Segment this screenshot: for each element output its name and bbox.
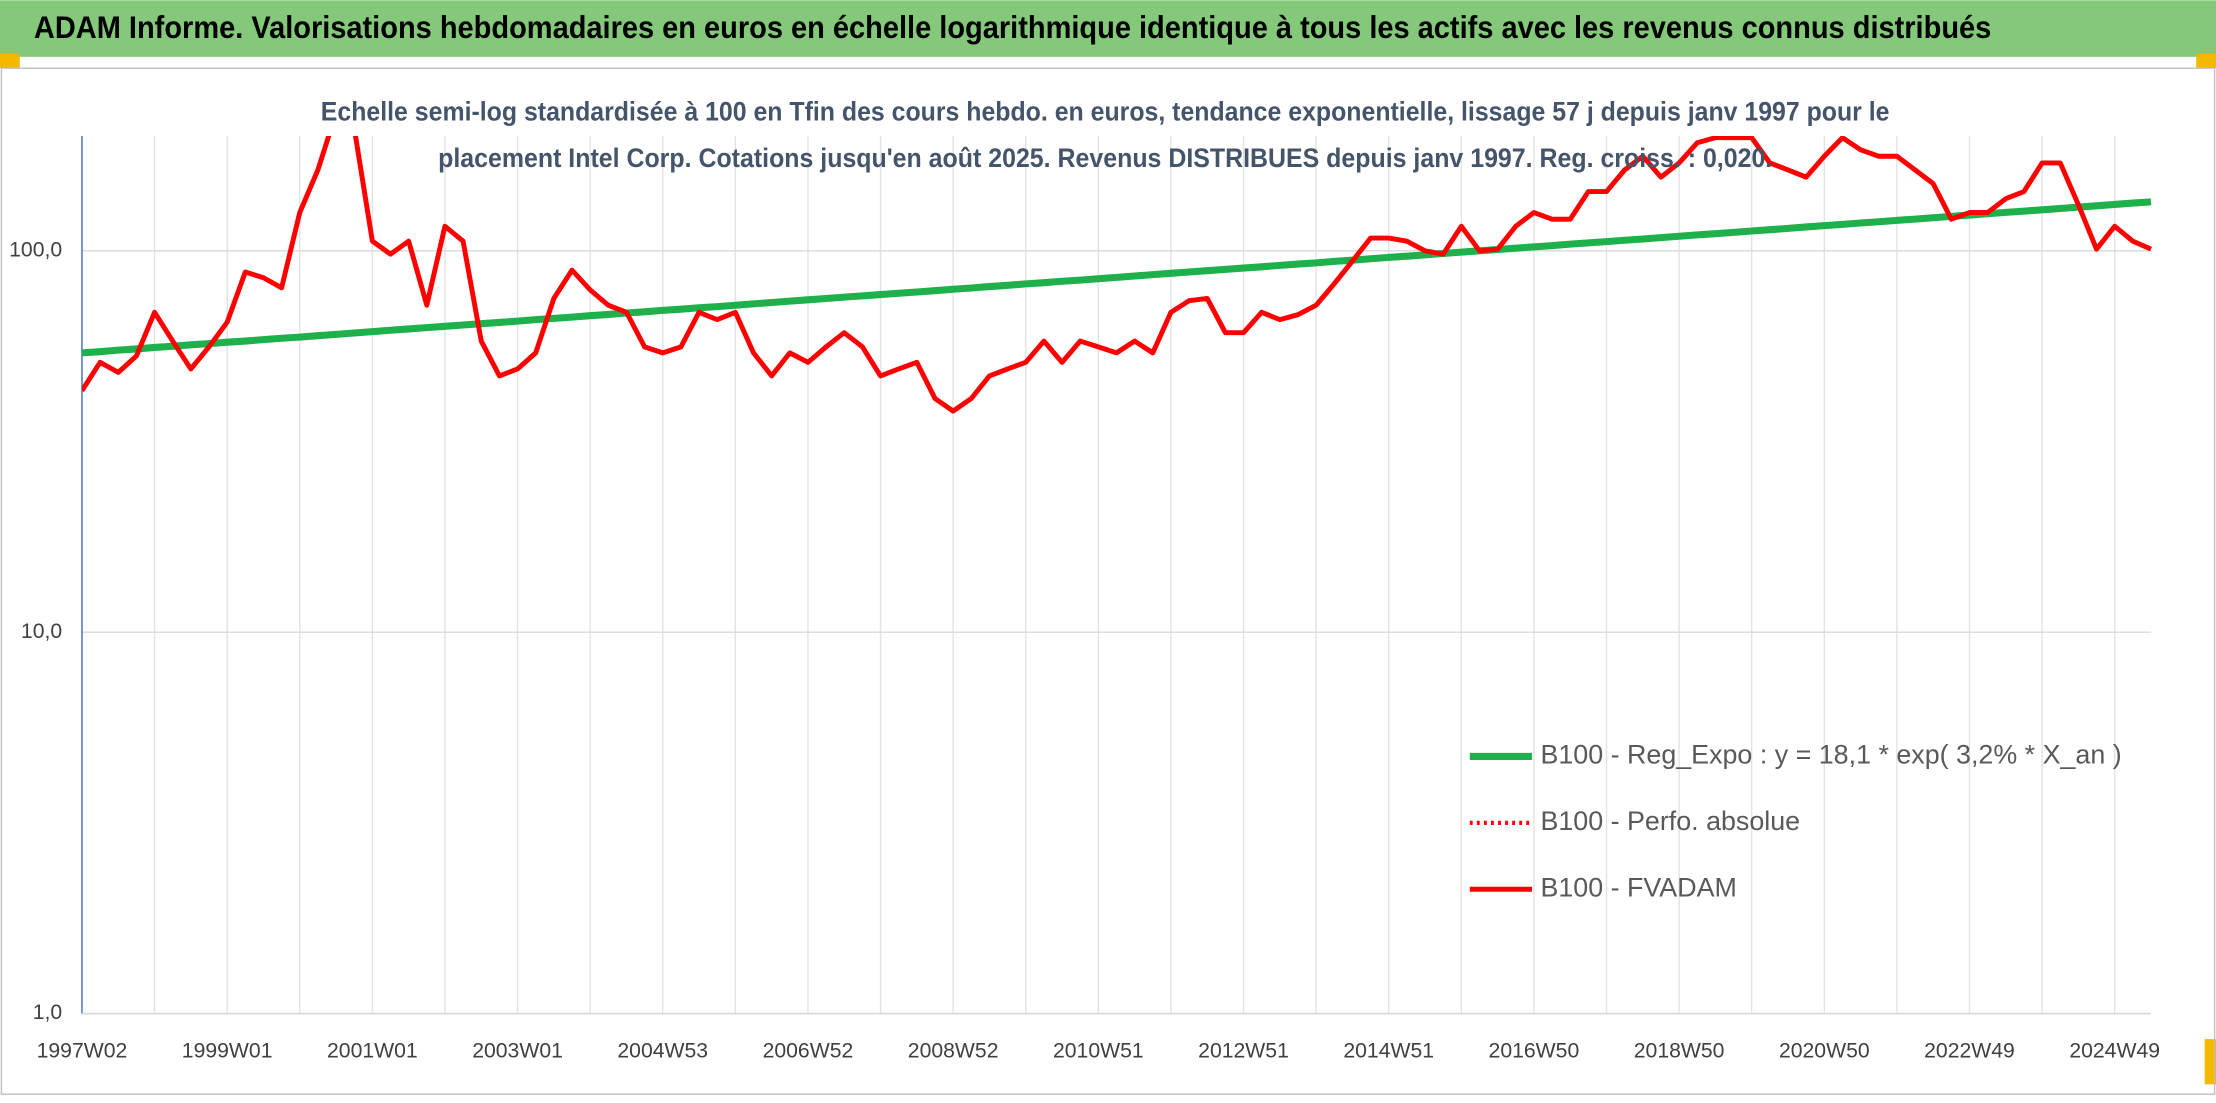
x-tick-label: 2022W49 (1924, 1039, 2015, 1062)
x-tick-label: 1997W02 (37, 1039, 128, 1062)
series-line (81, 136, 2152, 414)
x-tick-label: 2001W01 (327, 1039, 418, 1062)
legend: B100 - Reg_Expo : y = 18,1 * exp( 3,2% *… (1469, 740, 2122, 902)
y-tick-label: 1,0 (33, 1001, 62, 1024)
plot-area (81, 136, 2152, 414)
x-tick-label: 2008W52 (908, 1039, 999, 1062)
x-tick-label: 2004W53 (617, 1039, 708, 1062)
x-tick-label: 2016W50 (1489, 1039, 1580, 1062)
y-tick-label: 100,0 (9, 238, 62, 261)
corner-tab (0, 54, 20, 69)
header-title: ADAM Informe. Valorisations hebdomadaire… (34, 10, 1991, 45)
series-line (81, 198, 2152, 357)
x-tick-label: 2006W52 (763, 1039, 854, 1062)
x-tick-label: 2010W51 (1053, 1039, 1144, 1062)
chart-subtitle: placement Intel Corp. Cotations jusqu'en… (438, 143, 1772, 173)
x-tick-label: 2024W49 (2069, 1039, 2160, 1062)
header-banner (0, 0, 2216, 57)
x-tick-label: 2018W50 (1634, 1039, 1725, 1062)
legend-label: B100 - Reg_Expo : y = 18,1 * exp( 3,2% *… (1540, 740, 2121, 770)
chart-frame (0, 67, 2216, 1095)
x-tick-label: 1999W01 (182, 1039, 273, 1062)
x-tick-label: 2003W01 (472, 1039, 563, 1062)
corner-tab (2204, 1039, 2216, 1085)
chart-subtitle: Echelle semi-log standardisée à 100 en T… (321, 96, 1890, 126)
legend-label: B100 - Perfo. absolue (1540, 806, 1800, 836)
grid: 1,0 10,0 100,0 1997W02 1999W01 2001W01 2003W01… (9, 136, 2160, 1062)
x-tick-label: 2012W51 (1198, 1039, 1289, 1062)
legend-label: B100 - FVADAM (1540, 872, 1736, 902)
x-tick-label: 2020W50 (1779, 1039, 1870, 1062)
x-tick-label: 2014W51 (1343, 1039, 1434, 1062)
corner-tab (2196, 54, 2216, 69)
y-tick-label: 10,0 (21, 620, 62, 643)
